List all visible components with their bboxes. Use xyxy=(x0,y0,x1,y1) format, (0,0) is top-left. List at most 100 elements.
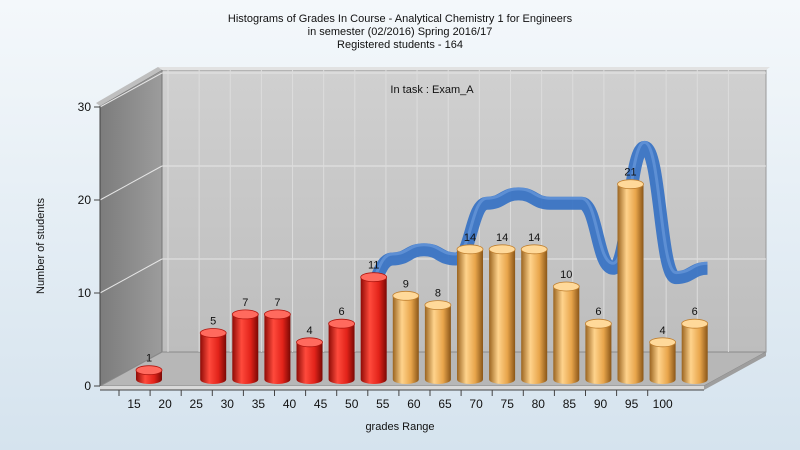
bar-75: 14 xyxy=(520,232,548,384)
trend-line-highlight xyxy=(360,140,708,293)
bar-100: 6 xyxy=(681,306,709,384)
x-tick-label: 25 xyxy=(190,397,204,411)
left-wall xyxy=(99,69,163,387)
bar-85: 6 xyxy=(585,306,612,384)
chart-title-line-2: in semester (02/2016) Spring 2016/17 xyxy=(308,26,493,38)
x-tick-label: 35 xyxy=(252,397,266,411)
bar-value-label: 14 xyxy=(464,232,476,244)
bar-value-label: 6 xyxy=(692,306,698,318)
bar-value-label: 6 xyxy=(339,306,345,318)
bar-70: 14 xyxy=(488,232,516,384)
bar-top xyxy=(649,337,676,348)
x-tick-label: 40 xyxy=(283,397,297,411)
bar-50: 11 xyxy=(360,260,388,384)
bar-body xyxy=(424,305,451,384)
bar-value-label: 1 xyxy=(146,353,152,365)
y-tick-label: 20 xyxy=(78,193,92,207)
bar-value-label: 14 xyxy=(528,232,540,244)
bar-value-label: 8 xyxy=(435,288,441,300)
bar-30: 7 xyxy=(231,297,259,384)
bar-top xyxy=(135,365,163,376)
bar-80: 10 xyxy=(552,269,580,384)
bar-body xyxy=(553,286,580,384)
bar-90: 21 xyxy=(617,167,644,384)
bar-top xyxy=(520,244,548,255)
y-tick-label: 30 xyxy=(78,100,92,114)
bar-top xyxy=(552,281,580,292)
bar-top xyxy=(360,272,388,283)
bar-body xyxy=(649,342,676,384)
x-tick-label: 85 xyxy=(563,397,577,411)
y-tick-label: 10 xyxy=(78,286,92,300)
bar-55: 9 xyxy=(392,278,420,384)
x-tick-label: 60 xyxy=(407,397,421,411)
bar-value-label: 14 xyxy=(496,232,508,244)
bar-45: 6 xyxy=(328,306,356,384)
x-tick-label: 45 xyxy=(314,397,328,411)
x-tick-label: 50 xyxy=(345,397,359,411)
bar-body xyxy=(585,323,612,384)
grid-line-wall xyxy=(99,165,163,201)
bar-top xyxy=(617,179,644,190)
x-tick-label: 15 xyxy=(127,397,141,411)
bar-value-label: 9 xyxy=(403,278,409,290)
bar-15: 1 xyxy=(135,353,163,384)
bar-value-label: 11 xyxy=(368,260,379,272)
bar-95: 4 xyxy=(649,325,676,384)
bar-top xyxy=(328,318,356,329)
left-top-edge xyxy=(96,67,162,106)
floor-side xyxy=(704,352,766,390)
x-axis-title: grades Range xyxy=(365,421,434,433)
x-axis: 15 20 25 30 35 40 45 50 55 60 65 70 75 80 85 90 95 100 xyxy=(100,389,704,411)
x-tick-label: 90 xyxy=(594,397,608,411)
x-tick-label: 55 xyxy=(376,397,390,411)
trend-curve xyxy=(359,140,708,303)
bar-body xyxy=(457,249,483,384)
bar-value-label: 7 xyxy=(242,297,248,309)
task-annotation: In task : Exam_A xyxy=(390,84,474,96)
bar-body xyxy=(360,277,387,384)
chart-title-line-3: Registered students - 164 xyxy=(337,39,463,51)
bar-body xyxy=(232,314,259,384)
grid-line-wall xyxy=(99,72,163,108)
bar-25: 5 xyxy=(199,316,227,384)
x-tick-label: 75 xyxy=(501,397,515,411)
bar-60: 8 xyxy=(424,288,452,384)
bar-top xyxy=(456,244,484,255)
bar-value-label: 7 xyxy=(274,297,280,309)
y-axis: 0 10 20 30 xyxy=(78,100,101,393)
chart-title-line-1: Histograms of Grades In Course - Analyti… xyxy=(228,13,573,25)
bar-top xyxy=(488,244,516,255)
bar-value-label: 21 xyxy=(624,167,636,179)
bar-top xyxy=(263,309,291,320)
x-tick-label: 70 xyxy=(469,397,483,411)
x-tick-label: 100 xyxy=(653,397,673,411)
bar-top xyxy=(681,318,709,329)
bar-body xyxy=(296,342,323,384)
back-top-edge xyxy=(158,67,770,70)
bar-40: 4 xyxy=(296,325,323,384)
x-tick-label: 65 xyxy=(438,397,452,411)
bar-value-label: 6 xyxy=(595,306,601,318)
bar-top xyxy=(296,337,323,348)
y-axis-title: Number of students xyxy=(35,198,47,294)
bar-body xyxy=(521,249,548,384)
bar-value-label: 4 xyxy=(660,325,666,337)
x-tick-label: 20 xyxy=(158,397,172,411)
x-tick-label: 30 xyxy=(221,397,235,411)
bar-value-label: 5 xyxy=(210,316,216,328)
grid-line-wall xyxy=(99,258,163,294)
bar-body xyxy=(328,323,355,384)
bars-group: 1 5 7 7 4 6 11 9 8 14 14 14 10 6 21 4 6 xyxy=(135,167,709,384)
floor-edge xyxy=(100,386,704,390)
bar-body xyxy=(200,333,227,384)
bar-top xyxy=(231,309,259,320)
bar-body xyxy=(264,314,291,384)
bar-body xyxy=(617,184,644,384)
bar-value-label: 4 xyxy=(306,325,312,337)
bar-body xyxy=(392,295,419,384)
x-tick-label: 95 xyxy=(625,397,639,411)
bar-top xyxy=(392,290,420,301)
